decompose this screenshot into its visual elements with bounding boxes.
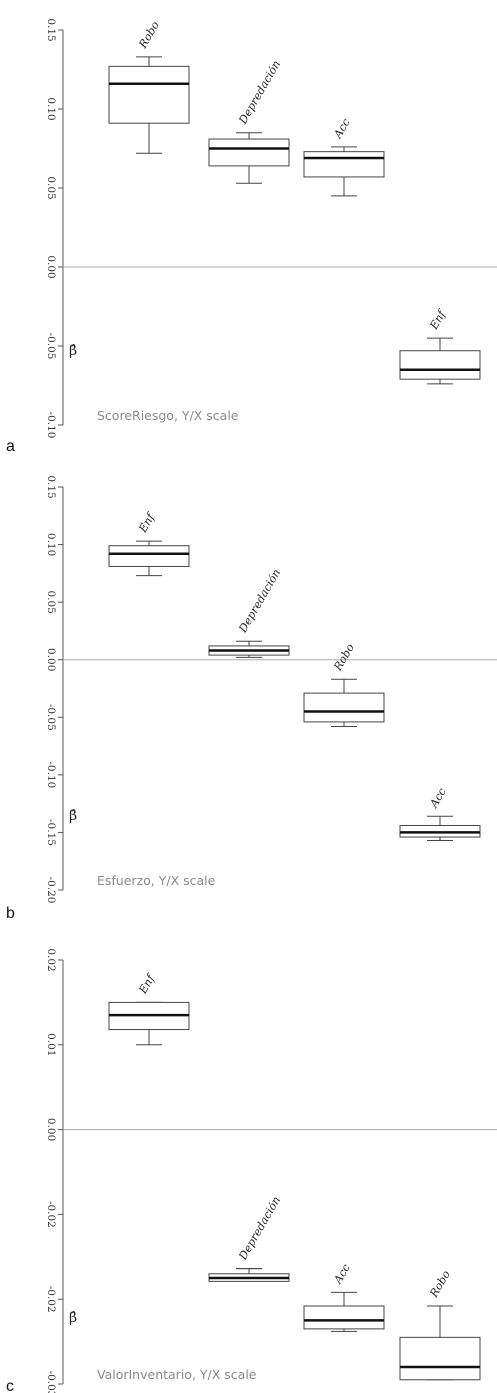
y-tick-label: -0.03 (45, 1371, 57, 1393)
box-acc: Acc (303, 1262, 385, 1332)
box-acc: Acc (303, 116, 385, 197)
panel-b: -0.20 -0.15 -0.10 -0.05 0.00 0.05 0.10 0.15 Enf D… (6, 475, 497, 922)
y-tick-label: 0.00 (45, 1118, 57, 1141)
y-tick-label: -0.20 (45, 877, 57, 904)
box-iqr (303, 692, 385, 723)
box-depredación: Depredación (208, 58, 290, 184)
category-label: Acc (427, 786, 449, 811)
panel-letter: c (6, 1378, 14, 1393)
box-iqr (399, 1336, 481, 1381)
box-iqr (303, 1305, 385, 1330)
category-label: Acc (331, 1262, 353, 1287)
category-label: Robo (427, 1268, 453, 1300)
y-tick-label: 0.15 (45, 475, 57, 498)
y-tick-label: 0.00 (45, 648, 57, 671)
box-enf: Enf (108, 510, 190, 577)
category-label: Enf (427, 307, 449, 333)
beta-hat-symbol: β̂ (69, 1310, 77, 1326)
beta-hat-symbol: β̂ (69, 808, 77, 824)
box-iqr (303, 151, 385, 178)
box-depredación: Depredación (208, 1194, 290, 1282)
box-iqr (208, 138, 290, 167)
category-label: Depredación (236, 1194, 283, 1263)
y-tick-label: 0.01 (45, 1033, 57, 1056)
panel-letter: b (6, 905, 15, 922)
y-tick-label: -0.15 (45, 819, 57, 846)
y-tick-label: -0.02 (45, 1201, 57, 1228)
box-iqr (108, 65, 190, 124)
y-tick-label: 0.00 (45, 255, 57, 278)
box-depredación: Depredación (208, 567, 290, 658)
y-tick-label: 0.05 (45, 176, 57, 199)
box-robo: Robo (303, 641, 385, 727)
y-tick-label: -0.10 (45, 761, 57, 788)
panel-a: -0.10 -0.05 0.00 0.05 0.10 0.15 Robo Depredació… (6, 18, 497, 455)
y-tick-label: -0.02 (45, 1286, 57, 1313)
y-tick-label: 0.05 (45, 590, 57, 613)
panel-letter: a (6, 438, 15, 455)
y-tick-label: 0.02 (45, 948, 57, 971)
box-enf: Enf (108, 971, 190, 1046)
y-tick-label: 0.10 (45, 97, 57, 120)
y-tick-label: 0.10 (45, 533, 57, 556)
category-label: Enf (136, 971, 158, 997)
box-iqr (108, 545, 190, 567)
y-tick-label: 0.15 (45, 18, 57, 41)
beta-hat-symbol: β̂ (69, 343, 77, 359)
box-acc: Acc (399, 786, 481, 841)
box-robo: Robo (399, 1268, 481, 1381)
category-label: Depredación (236, 58, 283, 127)
category-label: Enf (136, 510, 158, 536)
category-label: Depredación (236, 567, 283, 636)
box-enf: Enf (399, 307, 481, 385)
scale-footnote: ValorInventario, Y/X scale (97, 1367, 257, 1382)
scale-footnote: Esfuerzo, Y/X scale (97, 873, 216, 888)
box-robo: Robo (108, 19, 190, 154)
box-iqr (399, 350, 481, 380)
y-tick-label: -0.05 (45, 333, 57, 360)
y-tick-label: -0.10 (45, 412, 57, 439)
category-label: Robo (136, 19, 162, 51)
category-label: Acc (331, 116, 353, 141)
scale-footnote: ScoreRiesgo, Y/X scale (97, 408, 239, 423)
panel-c: -0.03 -0.02 -0.02 0.00 0.01 0.02 Enf Depredació… (6, 948, 497, 1393)
category-label: Robo (331, 641, 357, 673)
y-tick-label: -0.05 (45, 704, 57, 731)
